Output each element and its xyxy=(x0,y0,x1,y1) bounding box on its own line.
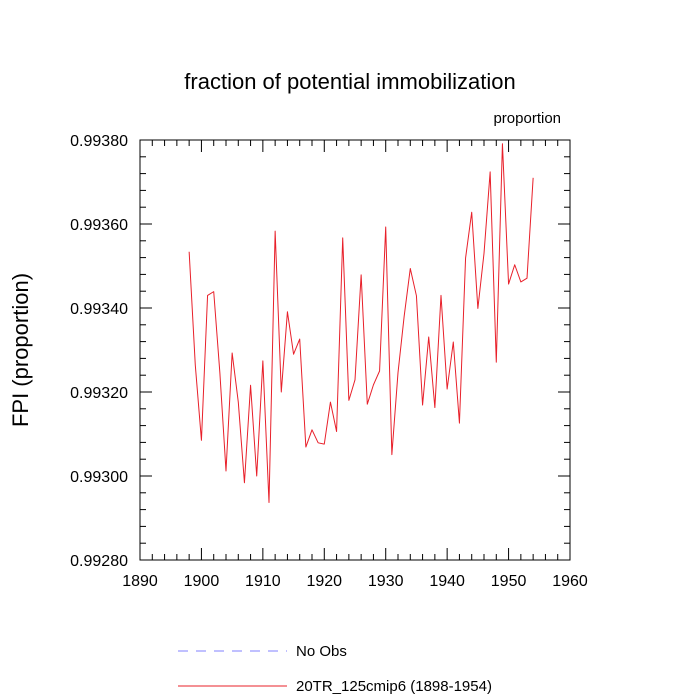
plot-frame xyxy=(139,139,571,561)
x-tick-label: 1900 xyxy=(184,573,220,590)
y-tick-label: 0.99380 xyxy=(70,133,128,150)
x-tick-label: 1910 xyxy=(245,573,281,590)
x-tick-label: 1940 xyxy=(429,573,465,590)
x-tick-label: 1960 xyxy=(552,573,588,590)
chart-title: fraction of potential immobilization xyxy=(184,69,515,94)
x-tick-label: 1930 xyxy=(368,573,404,590)
series-line-20tr-125cmip6 xyxy=(188,143,534,503)
legend-label-no-obs: No Obs xyxy=(296,643,347,660)
y-tick-label: 0.99300 xyxy=(70,469,128,486)
x-tick-label: 1890 xyxy=(122,573,158,590)
x-tick-label: 1950 xyxy=(491,573,527,590)
x-tick-label: 1920 xyxy=(306,573,342,590)
y-tick-label: 0.99280 xyxy=(70,553,128,570)
y-axis-label: FPI (proportion) xyxy=(8,273,33,427)
y-tick-label: 0.99320 xyxy=(70,385,128,402)
y-tick-label: 0.99360 xyxy=(70,217,128,234)
units-label: proportion xyxy=(493,110,561,127)
y-tick-label: 0.99340 xyxy=(70,301,128,318)
legend-label-20tr-125cmip6: 20TR_125cmip6 (1898-1954) xyxy=(296,678,492,695)
